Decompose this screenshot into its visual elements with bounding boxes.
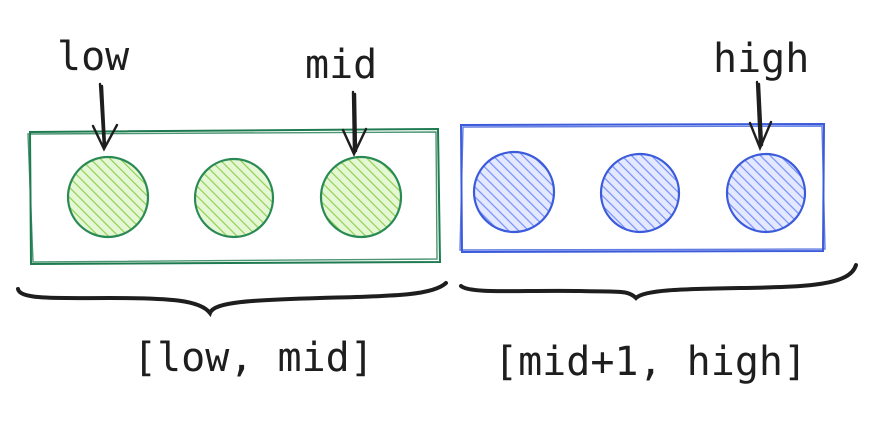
left-brace [16,281,448,318]
low-label: low [57,34,130,80]
left-elements [66,155,403,239]
right-range-label: [mid+1, high] [494,339,807,385]
left-range-label: [low, mid] [133,335,374,381]
high-label: high [713,36,809,82]
left-element-3 [319,155,403,239]
high-arrow [748,80,773,152]
mid-arrow [341,90,368,157]
left-element-2 [193,157,275,239]
left-element-1 [66,155,150,239]
low-arrow [91,82,119,152]
right-element-3 [725,152,807,234]
right-element-2 [599,152,681,234]
right-brace [459,263,858,301]
mid-label: mid [305,42,377,88]
right-half-box [459,122,826,254]
left-half-box [27,127,442,266]
right-elements [472,150,807,234]
right-element-1 [472,150,556,234]
